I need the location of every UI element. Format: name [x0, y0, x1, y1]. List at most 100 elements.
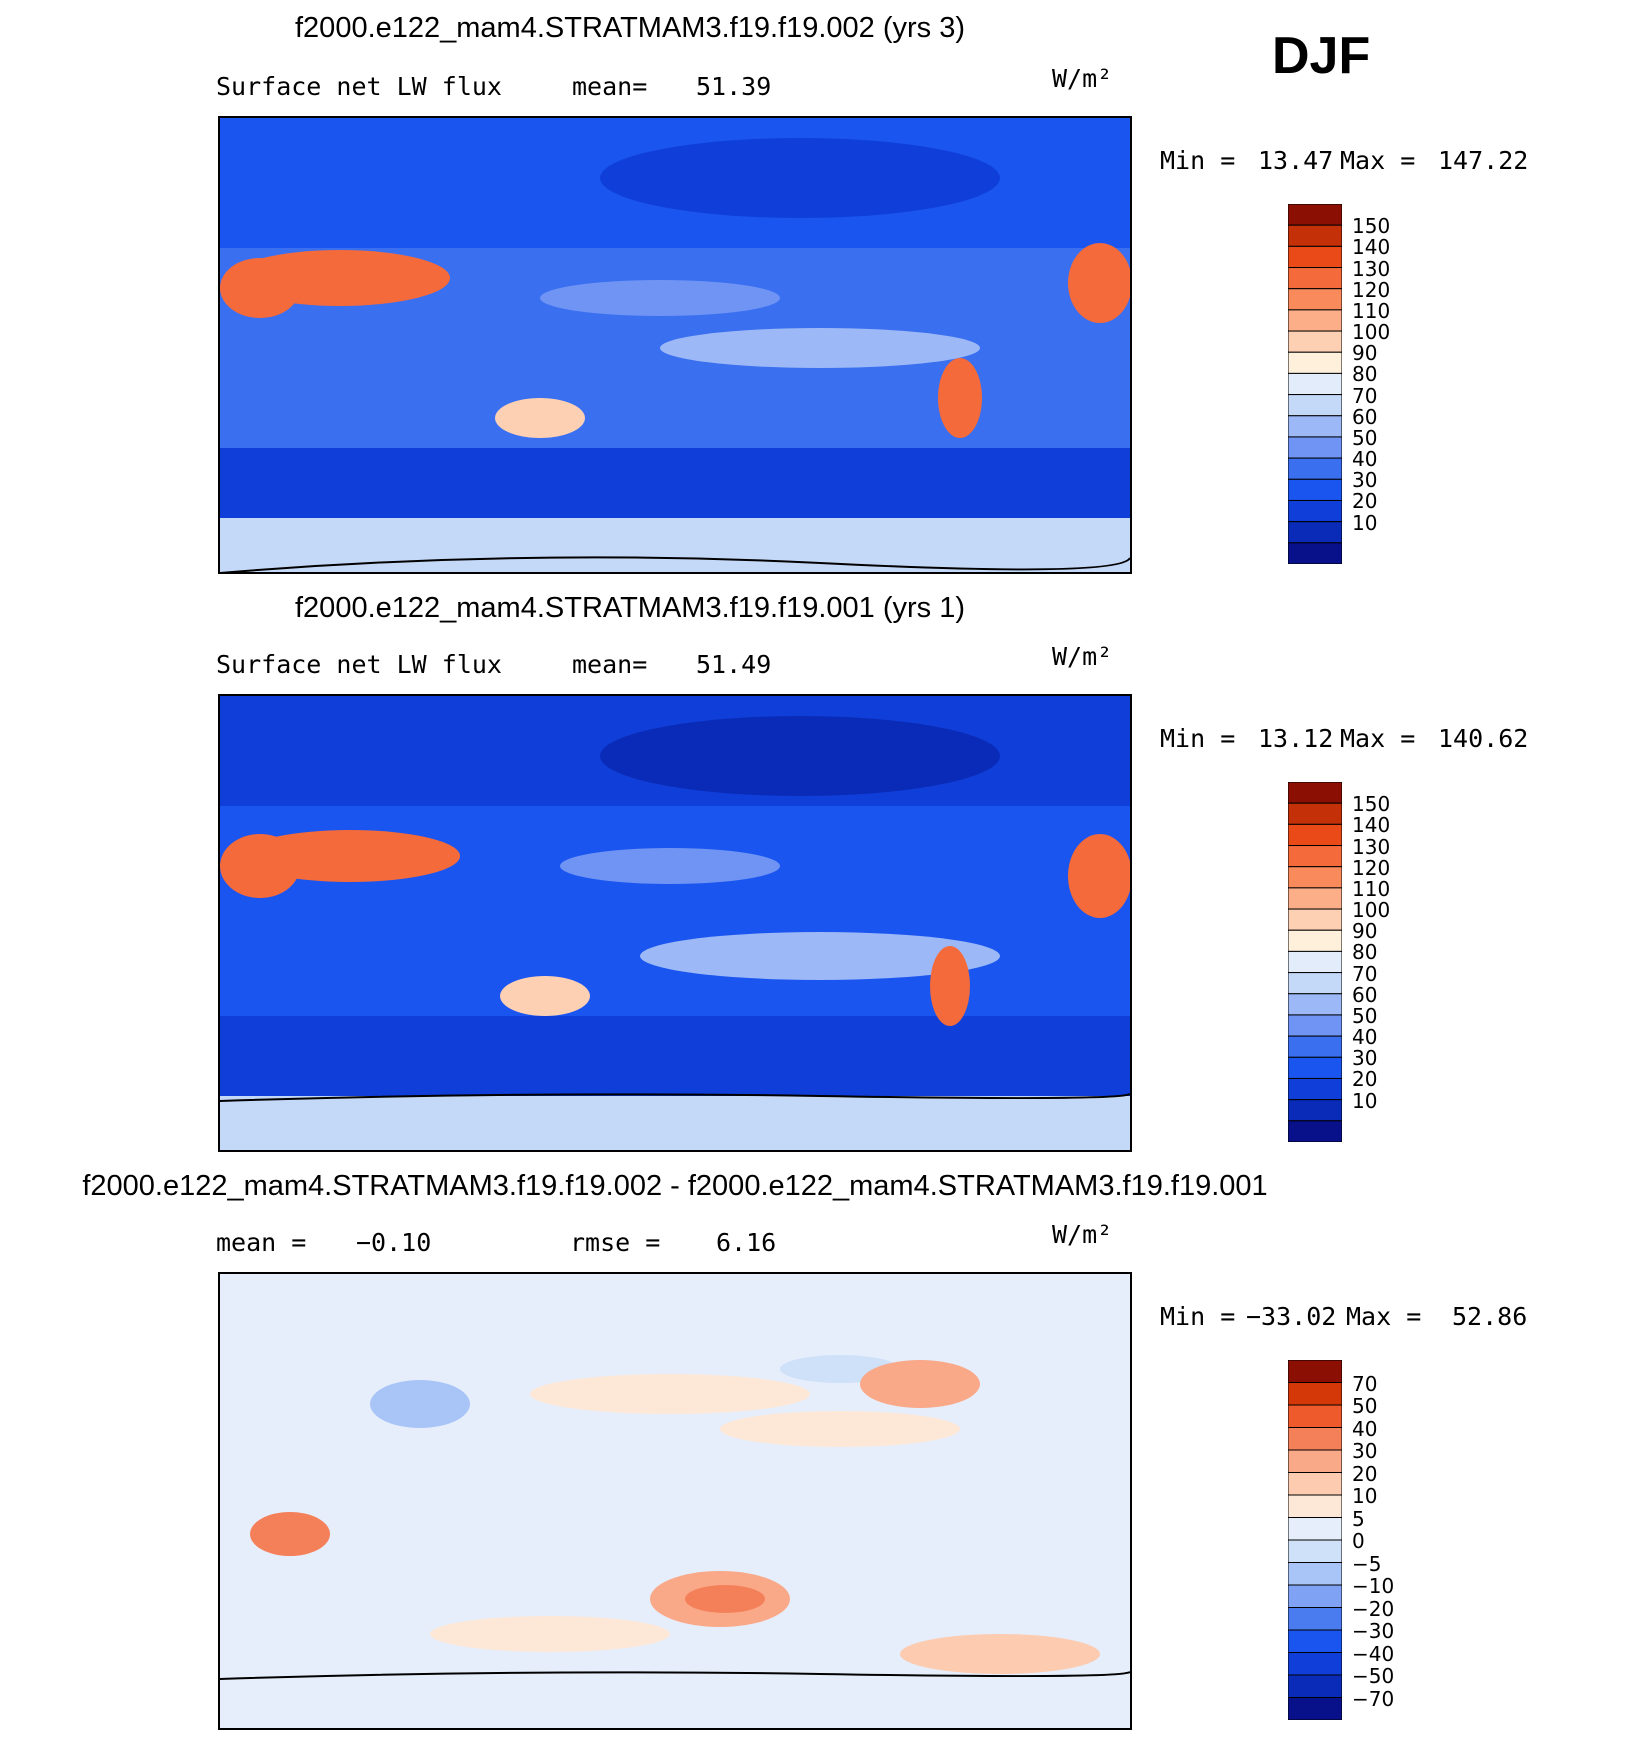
- panel-2-max-label: Max =: [1340, 724, 1416, 753]
- colorbar-swatch: [1287, 1056, 1343, 1079]
- colorbar-swatch: [1287, 478, 1343, 501]
- panel-3-map: [218, 1272, 1132, 1730]
- colorbar-swatch: [1287, 1517, 1343, 1541]
- panel-1-map: [218, 116, 1132, 574]
- colorbar-swatch: [1287, 436, 1343, 459]
- panel-2-field: [220, 696, 1130, 1150]
- panel-3-units: W/m²: [1052, 1220, 1113, 1249]
- panel-2-mean-value: 51.49: [696, 650, 772, 679]
- panel-1-colorbar: [1287, 203, 1343, 565]
- colorbar-tick-label: 20: [1352, 489, 1378, 514]
- colorbar-swatch: [1287, 1607, 1343, 1631]
- panel-1-field: [220, 118, 1130, 572]
- panel-3-min-label: Min =: [1160, 1302, 1236, 1331]
- panel-1-max-value: 147.22: [1438, 146, 1529, 175]
- colorbar-swatch: [1287, 1539, 1343, 1563]
- colorbar-swatch: [1287, 993, 1343, 1016]
- panel-3-max-label: Max =: [1346, 1302, 1422, 1331]
- panel-2-mean-label: mean=: [572, 650, 648, 679]
- colorbar-tick-label: 100: [1352, 320, 1391, 345]
- panel-2-min-label: Min =: [1160, 724, 1236, 753]
- panel-3-rmse-label: rmse =: [570, 1228, 661, 1257]
- panel-3-rmse-value: 6.16: [716, 1228, 777, 1257]
- season-label: DJF: [1272, 27, 1371, 85]
- colorbar-swatch: [1287, 1697, 1343, 1721]
- colorbar-swatch: [1287, 267, 1343, 290]
- colorbar-tick-label: 40: [1352, 1416, 1378, 1441]
- colorbar-tick-label: 30: [1352, 468, 1378, 493]
- colorbar-swatch: [1287, 823, 1343, 847]
- colorbar-tick-label: −70: [1352, 1686, 1395, 1711]
- colorbar-tick-label: 60: [1352, 404, 1378, 429]
- panel-3-mean-value: −0.10: [356, 1228, 432, 1257]
- colorbar-tick-label: 150: [1352, 214, 1391, 239]
- panel-1-mean-value: 51.39: [696, 72, 772, 101]
- colorbar-swatch: [1287, 1359, 1343, 1383]
- colorbar-swatch: [1287, 1629, 1343, 1653]
- colorbar-swatch: [1287, 802, 1343, 825]
- panel-1-mean-label: mean=: [572, 72, 648, 101]
- colorbar-swatch: [1287, 521, 1343, 544]
- colorbar-swatch: [1287, 1404, 1343, 1428]
- colorbar-tick-label: 50: [1352, 425, 1378, 450]
- colorbar-svg: [1287, 781, 1343, 1143]
- colorbar-swatch: [1287, 1099, 1343, 1122]
- colorbar-swatch: [1287, 1674, 1343, 1698]
- colorbar-swatch: [1287, 950, 1343, 974]
- colorbar-tick-label: 20: [1352, 1461, 1378, 1486]
- colorbar-swatch: [1287, 929, 1343, 952]
- colorbar-tick-label: 40: [1352, 447, 1378, 472]
- colorbar-tick-label: 30: [1352, 1439, 1378, 1463]
- colorbar-tick-label: 80: [1352, 940, 1378, 965]
- colorbar-swatch: [1287, 203, 1343, 226]
- colorbar-swatch: [1287, 1382, 1343, 1406]
- colorbar-swatch: [1287, 1077, 1343, 1101]
- panel-2-map: [218, 694, 1132, 1152]
- panel-1-units: W/m²: [1052, 64, 1113, 93]
- panel-3-mean-label: mean =: [216, 1228, 307, 1257]
- panel-1-title: f2000.e122_mam4.STRATMAM3.f19.f19.002 (y…: [295, 12, 965, 44]
- colorbar-swatch: [1287, 908, 1343, 931]
- colorbar-swatch: [1287, 224, 1343, 247]
- colorbar-swatch: [1287, 330, 1343, 353]
- colorbar-swatch: [1287, 1494, 1343, 1518]
- colorbar-swatch: [1287, 457, 1343, 480]
- colorbar-tick-label: 90: [1352, 341, 1378, 366]
- panel-2-title: f2000.e122_mam4.STRATMAM3.f19.f19.001 (y…: [295, 592, 965, 624]
- panel-3-title: f2000.e122_mam4.STRATMAM3.f19.f19.002 - …: [82, 1170, 1268, 1202]
- panel-3-colorbar: [1287, 1359, 1343, 1721]
- panel-3-min-value: −33.02: [1246, 1302, 1337, 1331]
- colorbar-swatch: [1287, 781, 1343, 804]
- colorbar-swatch: [1287, 1652, 1343, 1676]
- colorbar-swatch: [1287, 372, 1343, 396]
- colorbar-tick-label: 30: [1352, 1046, 1378, 1071]
- colorbar-swatch: [1287, 1584, 1343, 1608]
- panel-2-variable-label: Surface net LW flux: [216, 650, 502, 679]
- colorbar-tick-label: 150: [1352, 792, 1391, 817]
- colorbar-tick-label: −5: [1352, 1551, 1382, 1576]
- colorbar-svg: [1287, 1359, 1343, 1721]
- colorbar-tick-label: 0: [1352, 1529, 1365, 1553]
- colorbar-tick-label: 40: [1352, 1025, 1378, 1050]
- colorbar-tick-label: −50: [1352, 1664, 1395, 1688]
- colorbar-swatch: [1287, 394, 1343, 417]
- panel-1-max-label: Max =: [1340, 146, 1416, 175]
- colorbar-tick-label: 140: [1352, 813, 1391, 838]
- colorbar-swatch: [1287, 845, 1343, 868]
- colorbar-swatch: [1287, 866, 1343, 889]
- colorbar-swatch: [1287, 542, 1343, 565]
- colorbar-tick-label: 70: [1352, 1371, 1378, 1396]
- colorbar-tick-label: −30: [1352, 1619, 1395, 1643]
- panel-1-min-value: 13.47: [1258, 146, 1334, 175]
- colorbar-swatch: [1287, 1014, 1343, 1037]
- colorbar-tick-label: 120: [1352, 855, 1391, 880]
- colorbar-tick-label: 60: [1352, 982, 1378, 1007]
- colorbar-tick-label: −10: [1352, 1574, 1395, 1598]
- panel-1-min-label: Min =: [1160, 146, 1236, 175]
- panel-3-max-value: 52.86: [1452, 1302, 1528, 1331]
- colorbar-tick-label: −40: [1352, 1641, 1395, 1666]
- colorbar-tick-label: −20: [1352, 1596, 1395, 1621]
- colorbar-tick-label: 120: [1352, 277, 1391, 302]
- colorbar-swatch: [1287, 1035, 1343, 1058]
- colorbar-swatch: [1287, 887, 1343, 910]
